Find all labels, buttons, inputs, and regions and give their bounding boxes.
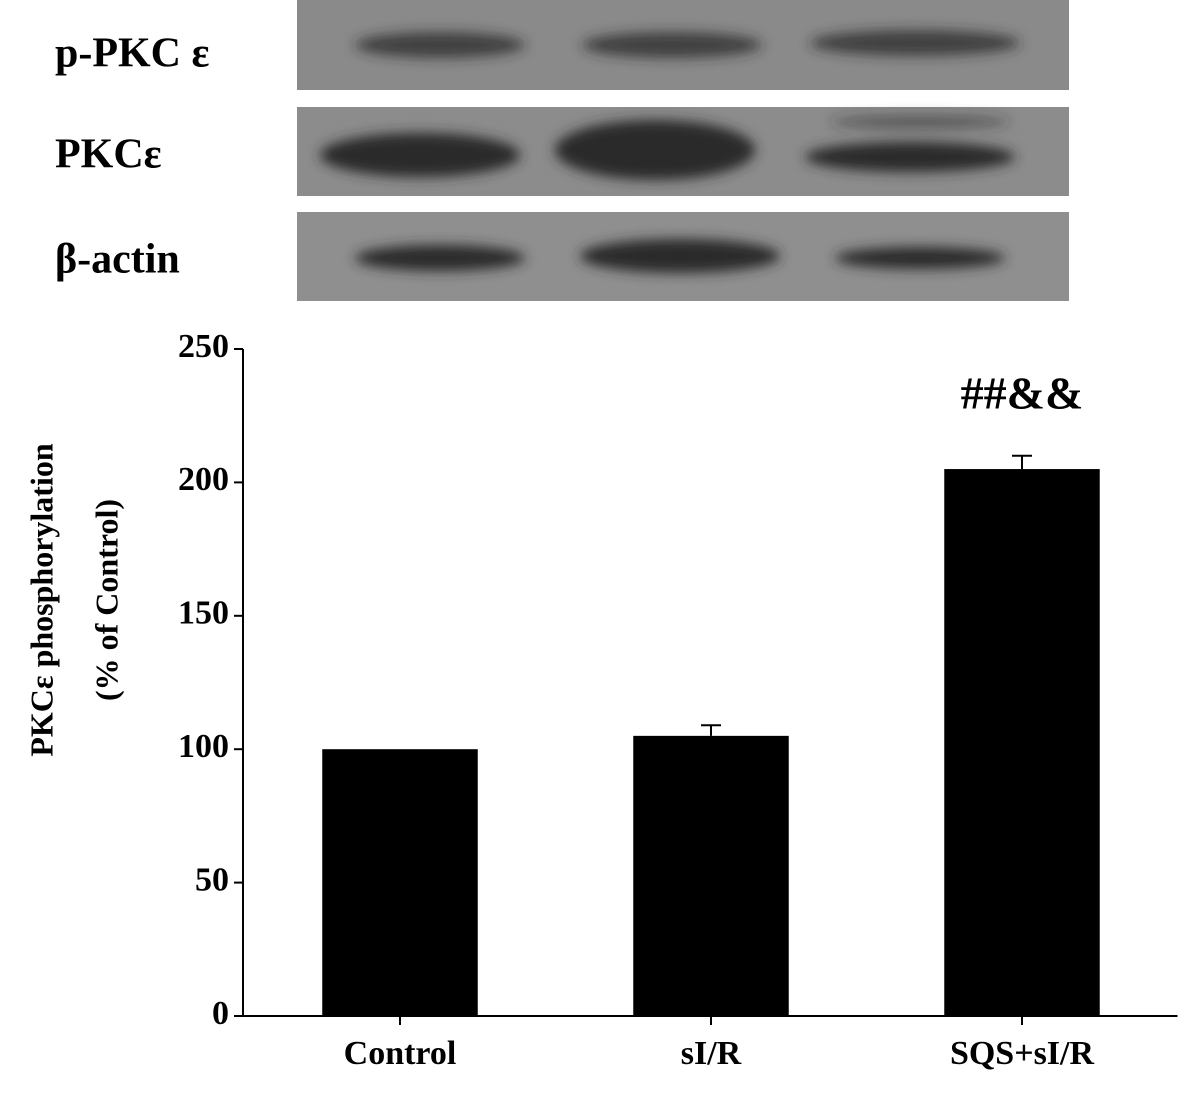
y-tick-label: 250 — [178, 328, 229, 365]
blot-panel: p-PKC ε PKCε β-actin — [55, 0, 1069, 301]
y-tick-label: 150 — [178, 595, 229, 632]
bar — [322, 749, 478, 1016]
y-tick-label: 200 — [178, 461, 229, 498]
x-tick-label: sI/R — [681, 1035, 742, 1072]
bar — [944, 469, 1100, 1016]
y-axis-label: (% of Control) — [88, 499, 124, 701]
y-tick-label: 0 — [212, 995, 229, 1032]
blot-label: β-actin — [55, 237, 180, 283]
blot-label: PKCε — [55, 132, 162, 178]
blot-bands — [320, 30, 1020, 273]
x-tick-label: SQS+sI/R — [950, 1035, 1095, 1072]
annotation: ##&& — [961, 367, 1084, 418]
blot-label: p-PKC ε — [55, 31, 210, 77]
y-axis-label: PKCε phosphorylation — [23, 443, 59, 757]
bar — [633, 735, 789, 1016]
y-tick-label: 100 — [178, 728, 229, 765]
y-tick-label: 50 — [195, 861, 229, 898]
x-tick-label: Control — [344, 1035, 457, 1072]
